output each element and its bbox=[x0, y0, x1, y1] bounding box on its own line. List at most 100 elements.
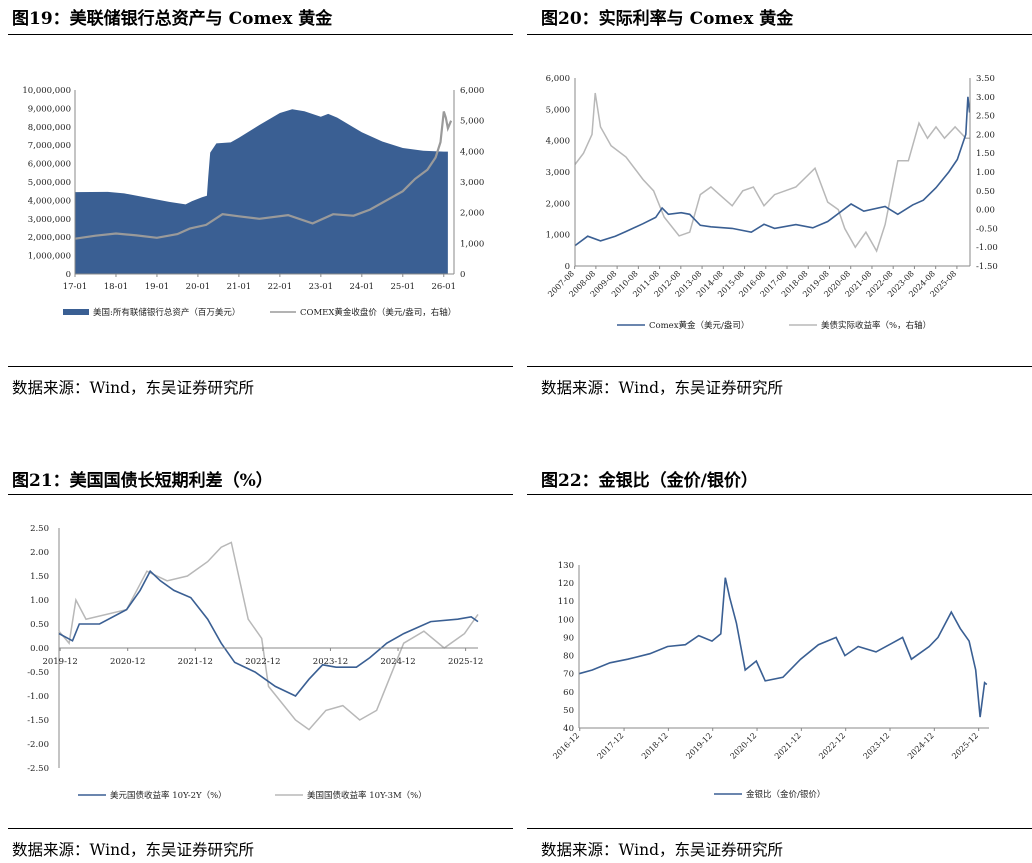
y-tick-label: 1.50 bbox=[30, 572, 49, 582]
source-rule bbox=[8, 366, 513, 367]
x-tick-label: 2021-12 bbox=[773, 731, 803, 761]
source-note: 数据来源：Wind，东吴证券研究所 bbox=[541, 841, 784, 859]
chart-fig21: 2.50 2.00 1.50 1.00 0.50 0.00 -0.50 -1.00 -1.50 -… bbox=[27, 524, 483, 801]
x-tick-label: 2018-12 bbox=[640, 731, 670, 761]
y-right-tick-label: 0 bbox=[460, 270, 465, 280]
y-right-tick-label: -1.50 bbox=[976, 262, 998, 272]
x-tick-label: 21-01 bbox=[227, 282, 252, 292]
y-tick-label: 120 bbox=[558, 579, 574, 589]
y-right-tick-label: 1.00 bbox=[976, 168, 995, 178]
chart-fig22: 40 50 60 70 80 90 100 110 120 130 2016-12 2017-12 20… bbox=[551, 561, 989, 800]
panel-fig21: 图21：美国国债长短期利差（%） 2.50 2.00 1.50 1.00 0.50 0.0… bbox=[8, 462, 513, 862]
legend-comex-gold-label: COMEX黄金收盘价（美元/盎司，右轴） bbox=[300, 307, 456, 318]
y-tick-label: 110 bbox=[558, 597, 574, 607]
y-right-tick-label: 4,000 bbox=[460, 147, 484, 157]
legend-10y-2y-label: 美元国债收益率 10Y-2Y（%） bbox=[110, 790, 227, 801]
y-tick-label: 50 bbox=[563, 706, 574, 716]
y-left-tick-label: 4,000 bbox=[546, 137, 570, 147]
y-tick-label: -1.50 bbox=[27, 716, 49, 726]
y-right-tick-label: 3,000 bbox=[460, 178, 484, 188]
y-right-tick-label: 0.50 bbox=[976, 187, 995, 197]
x-tick-label: 2017-12 bbox=[596, 731, 626, 761]
panel-fig19: 图19：美联储银行总资产与 Comex 黄金 0 1,000,000 2,000,0… bbox=[8, 0, 513, 410]
series-10y-3m-line bbox=[58, 541, 479, 731]
y-tick-label: -2.50 bbox=[27, 764, 49, 774]
legend-10y-3m-label: 美国国债收益率 10Y-3M（%） bbox=[307, 790, 427, 801]
legend-fed-assets-swatch bbox=[63, 309, 89, 315]
x-tick-label: 26-01 bbox=[431, 282, 456, 292]
y-left-tick-label: 4,000,000 bbox=[28, 196, 71, 206]
chart-fig19: 0 1,000,000 2,000,000 3,000,000 4,000,000 5,0… bbox=[22, 86, 484, 318]
x-tick-label: 18-01 bbox=[104, 282, 129, 292]
y-tick-label: 90 bbox=[563, 633, 574, 643]
series-10y-2y-line bbox=[58, 569, 479, 697]
series-comex-gold-line bbox=[574, 96, 971, 247]
x-tick-label: 17-01 bbox=[63, 282, 88, 292]
chart-title: 图21：美国国债长短期利差（%） bbox=[12, 471, 273, 491]
chart-title: 图20：实际利率与 Comex 黄金 bbox=[541, 9, 794, 29]
y-left-tick-label: 5,000,000 bbox=[28, 178, 71, 188]
x-tick-label: 23-01 bbox=[309, 282, 334, 292]
y-left-tick-label: 1,000 bbox=[546, 231, 570, 241]
y-right-tick-label: 2.50 bbox=[976, 112, 995, 122]
panel-fig20: 图20：实际利率与 Comex 黄金 0 1,000 2,000 3,000 4,000… bbox=[527, 0, 1032, 410]
x-tick-label: 2024-12 bbox=[380, 657, 415, 667]
chart-title: 图19：美联储银行总资产与 Comex 黄金 bbox=[12, 9, 333, 29]
y-right-tick-label: 3.00 bbox=[976, 93, 995, 103]
series-real-yield-line bbox=[574, 92, 970, 253]
y-right-tick-label: -0.50 bbox=[976, 224, 998, 234]
y-left-tick-label: 6,000,000 bbox=[28, 160, 71, 170]
y-left-tick-label: 2,000 bbox=[546, 199, 570, 209]
y-tick-label: -2.00 bbox=[27, 740, 49, 750]
x-tick-label: 20-01 bbox=[186, 282, 211, 292]
legend-fed-assets-label: 美国:所有联储银行总资产（百万美元） bbox=[93, 307, 240, 318]
legend-real-yield-label: 美债实际收益率（%，右轴） bbox=[821, 320, 931, 331]
y-left-tick-label: 3,000 bbox=[546, 168, 570, 178]
y-right-tick-label: 0.00 bbox=[976, 206, 995, 216]
y-right-tick-label: 3.50 bbox=[976, 74, 995, 84]
y-left-tick-label: 7,000,000 bbox=[28, 141, 71, 151]
y-left-tick-label: 8,000,000 bbox=[28, 123, 71, 133]
y-right-tick-label: 2.00 bbox=[976, 130, 995, 140]
x-tick-label: 25-01 bbox=[391, 282, 416, 292]
source-rule bbox=[8, 828, 513, 829]
y-left-tick-label: 0 bbox=[565, 262, 570, 272]
x-tick-label: 2016-12 bbox=[551, 731, 581, 761]
legend-gold-silver-ratio-label: 金银比（金价/银价） bbox=[746, 789, 825, 800]
x-tick-label: 2024-12 bbox=[906, 731, 936, 761]
y-tick-label: 0.00 bbox=[30, 644, 49, 654]
y-right-tick-label: -1.00 bbox=[976, 243, 998, 253]
x-tick-label: 2022-12 bbox=[245, 657, 280, 667]
y-tick-label: 130 bbox=[558, 561, 574, 571]
title-rule bbox=[527, 34, 1032, 35]
source-rule bbox=[527, 828, 1032, 829]
y-left-tick-label: 9,000,000 bbox=[28, 104, 71, 114]
title-rule bbox=[527, 494, 1032, 495]
x-tick-label: 2025-12 bbox=[950, 731, 980, 761]
x-tick-label: 2025-12 bbox=[448, 657, 483, 667]
y-left-tick-label: 10,000,000 bbox=[22, 86, 71, 96]
y-tick-label: 2.00 bbox=[30, 548, 49, 558]
x-tick-label: 22-01 bbox=[268, 282, 293, 292]
y-left-tick-label: 0 bbox=[66, 270, 71, 280]
y-tick-label: 80 bbox=[563, 652, 574, 662]
panel-fig22: 图22：金银比（金价/银价） 40 50 60 70 80 90 100 110 120 130 2… bbox=[527, 462, 1032, 862]
x-tick-label: 2023-12 bbox=[313, 657, 348, 667]
y-tick-label: 70 bbox=[563, 670, 574, 680]
y-tick-label: -1.00 bbox=[27, 692, 49, 702]
y-right-tick-label: 1,000 bbox=[460, 239, 484, 249]
x-tick-label: 19-01 bbox=[145, 282, 170, 292]
y-right-tick-label: 6,000 bbox=[460, 86, 484, 96]
y-tick-label: 0.50 bbox=[30, 620, 49, 630]
legend-comex-gold-label: Comex黄金（美元/盎司） bbox=[649, 320, 749, 331]
x-tick-label: 2019-12 bbox=[42, 657, 77, 667]
source-note: 数据来源：Wind，东吴证券研究所 bbox=[541, 379, 784, 397]
y-left-tick-label: 1,000,000 bbox=[28, 252, 71, 262]
y-left-tick-label: 3,000,000 bbox=[28, 215, 71, 225]
y-right-tick-label: 1.50 bbox=[976, 149, 995, 159]
y-tick-label: -0.50 bbox=[27, 668, 49, 678]
y-left-tick-label: 5,000 bbox=[546, 105, 570, 115]
series-gold-silver-ratio-line bbox=[578, 577, 988, 718]
x-tick-label: 24-01 bbox=[350, 282, 375, 292]
y-tick-label: 40 bbox=[563, 724, 574, 734]
